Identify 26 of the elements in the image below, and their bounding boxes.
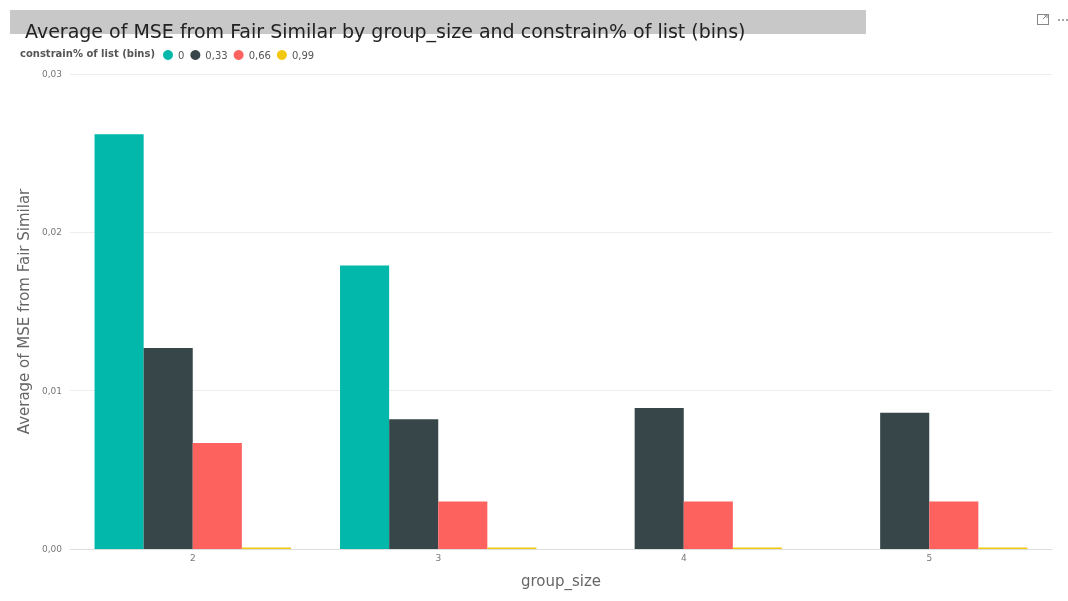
legend-label: 0,99	[291, 49, 315, 61]
bar	[929, 501, 979, 549]
bar	[192, 442, 242, 549]
bar	[340, 265, 390, 549]
bar	[880, 412, 930, 549]
legend-label: 0,33	[205, 49, 228, 61]
y-tick-label: 0,02	[41, 227, 62, 238]
x-tick-label: 5	[926, 552, 933, 563]
legend-label: 0,66	[248, 49, 271, 61]
bar	[634, 408, 684, 549]
bar	[143, 347, 193, 549]
chart-title: Average of MSE from Fair Similar by group_size and constrain% of list (bins)	[25, 19, 746, 43]
x-tick-label: 3	[435, 552, 442, 563]
bar	[389, 419, 439, 549]
x-tick-label: 4	[680, 552, 687, 563]
bar	[438, 501, 488, 549]
legend-label: 0	[178, 49, 185, 61]
y-tick-label: 0,01	[41, 385, 62, 396]
y-axis-title: Average of MSE from Fair Similar	[14, 187, 33, 435]
legend-title: constrain% of list (bins)	[20, 47, 155, 59]
bar	[683, 501, 733, 549]
y-tick-label: 0,03	[41, 69, 62, 79]
y-tick-label: 0,00	[41, 544, 63, 554]
bar	[94, 134, 144, 549]
x-axis-title: group_size	[520, 571, 602, 591]
x-tick-label: 2	[189, 552, 196, 563]
